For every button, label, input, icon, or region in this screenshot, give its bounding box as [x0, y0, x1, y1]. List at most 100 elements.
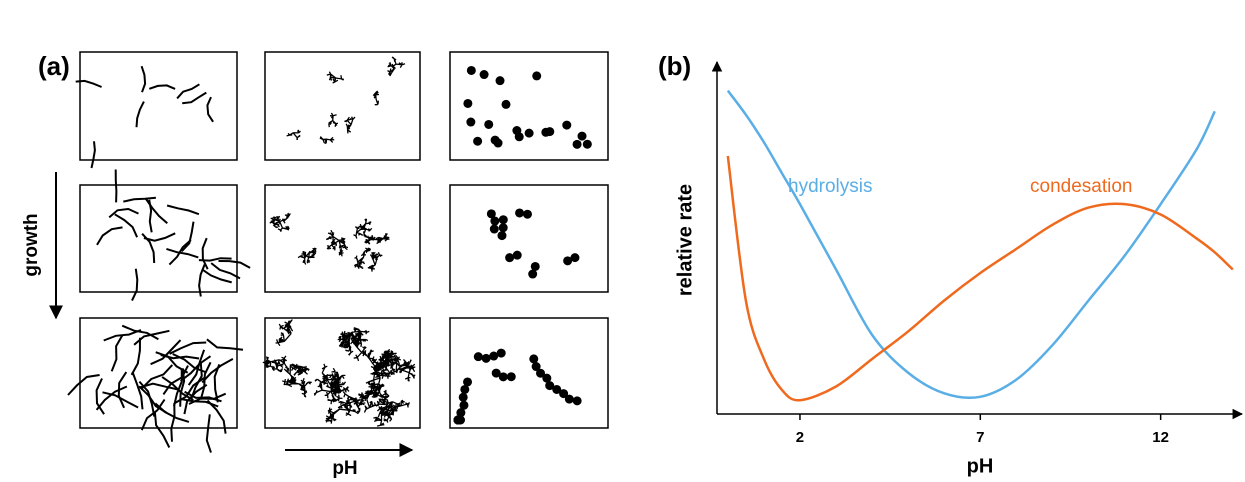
cluster [375, 398, 411, 418]
diagram-content [453, 348, 582, 425]
particle [564, 394, 574, 404]
particle [496, 348, 506, 358]
strand [201, 237, 209, 270]
cluster [283, 363, 310, 383]
x-tick-label: 12 [1152, 429, 1169, 446]
strand [140, 382, 179, 391]
series-label: hydrolysis [788, 176, 872, 197]
strand [131, 371, 144, 410]
cluster [398, 359, 416, 382]
particle [577, 131, 587, 141]
strand [201, 268, 232, 284]
particle [515, 208, 525, 218]
diagram-box [264, 184, 421, 293]
cluster [297, 247, 317, 265]
diagram-content [463, 65, 592, 149]
cluster [367, 251, 383, 272]
strand [135, 101, 145, 128]
particle [493, 138, 503, 148]
particle [459, 400, 469, 410]
cluster [344, 116, 356, 134]
particle [572, 396, 582, 406]
series-line [726, 89, 1216, 400]
strand [166, 204, 200, 216]
particle [458, 392, 468, 402]
particle [501, 99, 511, 109]
particle [514, 132, 524, 142]
strand [95, 378, 105, 415]
particle [498, 372, 508, 382]
particle [453, 415, 463, 425]
strand [96, 226, 123, 246]
particle [473, 136, 483, 146]
particle [463, 98, 473, 108]
particle [524, 128, 534, 138]
cluster [372, 90, 380, 106]
diagram-box [449, 51, 609, 161]
particle [552, 384, 562, 394]
cluster [319, 136, 335, 144]
strand [179, 355, 212, 382]
cluster [328, 112, 339, 128]
strand [170, 403, 176, 442]
cluster [326, 71, 345, 84]
strand [206, 338, 244, 351]
strand [121, 324, 159, 341]
strand [173, 368, 183, 407]
cluster [269, 212, 291, 232]
strand [169, 341, 207, 355]
strand [67, 374, 100, 396]
particle [536, 368, 546, 378]
cluster [325, 403, 359, 424]
strand [114, 169, 118, 203]
strand [95, 385, 128, 411]
particle [498, 223, 508, 233]
strand [218, 260, 251, 269]
particle [532, 71, 542, 81]
particle [481, 353, 491, 363]
strand [155, 351, 189, 374]
diagram-content [262, 319, 416, 427]
panel-label: (a) [38, 51, 70, 81]
diagram-box [264, 317, 421, 429]
particle [562, 120, 572, 130]
strand [75, 79, 102, 88]
particle [542, 373, 552, 383]
diagram-box [79, 184, 238, 293]
cluster [391, 56, 406, 71]
strand [168, 239, 192, 266]
growth-label: growth [21, 213, 42, 276]
x-tick-label: 2 [796, 429, 804, 446]
particle [529, 354, 539, 364]
strand [140, 65, 147, 93]
ph-label: pH [332, 458, 357, 479]
x-axis-label: pH [967, 455, 994, 477]
diagram-box [79, 317, 238, 429]
diagram-content [486, 208, 580, 279]
strand [206, 96, 214, 123]
strand [153, 412, 171, 448]
strand [144, 197, 168, 225]
particle [460, 384, 470, 394]
strand [110, 334, 124, 372]
cluster [363, 233, 390, 245]
cluster [353, 247, 372, 270]
cluster [353, 218, 373, 239]
strand [138, 385, 168, 414]
panel-a [67, 51, 609, 453]
cluster [387, 61, 395, 77]
strand [114, 213, 139, 238]
strand [141, 233, 156, 264]
particle [479, 70, 489, 80]
particle [466, 117, 476, 127]
particle [582, 139, 592, 149]
strand [130, 337, 141, 376]
particle [570, 253, 580, 263]
diagram-content [67, 324, 244, 453]
cluster [364, 383, 390, 403]
particle [512, 250, 522, 260]
strand [213, 364, 221, 403]
strand [90, 141, 96, 169]
particle [489, 351, 499, 361]
particle [495, 76, 505, 86]
